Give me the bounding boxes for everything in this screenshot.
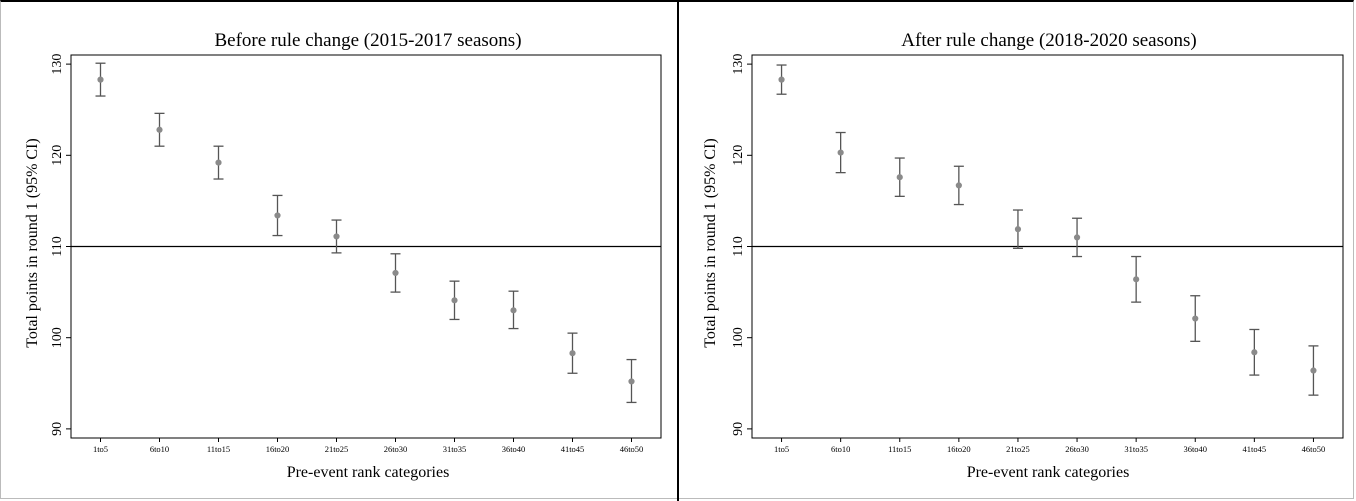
data-point: [1133, 276, 1140, 283]
data-point: [333, 233, 340, 240]
x-tick-label: 41to45: [1243, 444, 1267, 454]
data-point: [569, 350, 576, 357]
chart-panel-after: After rule change (2018-2020 seasons) To…: [702, 30, 1344, 481]
data-point: [510, 307, 517, 314]
x-tick-label: 16to20: [947, 444, 971, 454]
y-tick-label: 130: [50, 54, 65, 75]
x-tick-label: 11to15: [207, 444, 230, 454]
x-tick-label: 6to10: [150, 444, 169, 454]
data-point: [156, 126, 163, 133]
chart-panel-before: Before rule change (2015-2017 seasons) T…: [24, 30, 662, 481]
data-point: [1310, 367, 1317, 374]
x-tick-label: 1to5: [774, 444, 789, 454]
x-axis-label: Pre-event rank categories: [967, 464, 1130, 481]
x-tick-label: 6to10: [831, 444, 850, 454]
x-tick-label: 26to30: [1065, 444, 1089, 454]
x-tick-label: 11to15: [888, 444, 911, 454]
x-tick-label: 31to35: [443, 444, 467, 454]
x-tick-label: 41to45: [561, 444, 585, 454]
y-axis-label: Total points in round 1 (95% CI): [24, 138, 41, 348]
y-tick-label: 130: [731, 54, 746, 75]
data-point: [1014, 226, 1022, 233]
data-point: [1073, 234, 1081, 241]
y-tick-label: 120: [50, 145, 65, 166]
y-tick-label: 120: [731, 145, 746, 166]
y-tick-label: 90: [50, 422, 65, 436]
x-axis-label: Pre-event rank categories: [287, 464, 450, 481]
data-point: [97, 76, 104, 83]
data-point: [215, 159, 222, 166]
x-tick-label: 36to40: [1183, 444, 1207, 454]
chart-title: Before rule change (2015-2017 seasons): [214, 30, 521, 51]
chart-title: After rule change (2018-2020 seasons): [901, 30, 1196, 51]
x-tick-label: 31to35: [1124, 444, 1148, 454]
data-point: [274, 212, 281, 219]
y-tick-label: 100: [731, 327, 746, 348]
data-point: [896, 174, 903, 181]
data-point: [392, 269, 399, 277]
x-tick-label: 1to5: [93, 444, 108, 454]
data-point: [778, 76, 785, 83]
x-tick-label: 21to25: [325, 444, 349, 454]
x-tick-label: 46to50: [1302, 444, 1326, 454]
y-tick-label: 110: [50, 236, 65, 256]
data-point: [1192, 315, 1199, 322]
x-tick-label: 16to20: [266, 444, 290, 454]
y-tick-label: 110: [731, 236, 746, 256]
x-tick-label: 26to30: [384, 444, 408, 454]
y-tick-label: 90: [731, 422, 746, 436]
x-tick-label: 46to50: [620, 444, 644, 454]
data-point: [628, 378, 635, 385]
data-point: [955, 182, 962, 189]
x-tick-label: 36to40: [502, 444, 526, 454]
y-tick-label: 100: [50, 327, 65, 348]
panel-divider: [677, 0, 679, 501]
y-axis-label: Total points in round 1 (95% CI): [702, 138, 719, 348]
data-point: [1251, 349, 1258, 356]
x-tick-label: 21to25: [1006, 444, 1030, 454]
data-point: [451, 297, 458, 304]
data-point: [837, 149, 844, 156]
